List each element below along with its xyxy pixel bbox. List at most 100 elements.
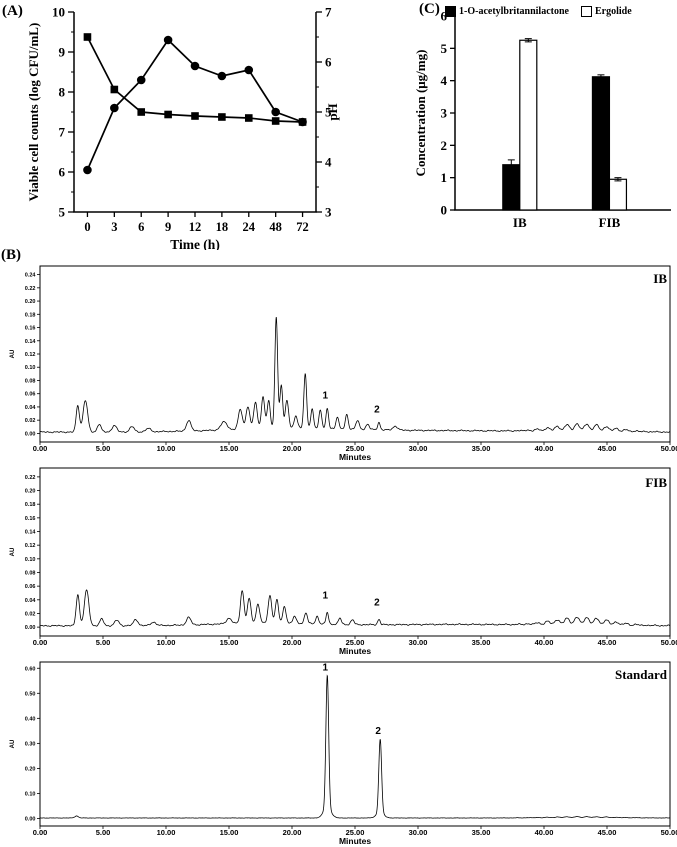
svg-text:20.00: 20.00	[283, 638, 302, 647]
svg-text:48: 48	[269, 220, 282, 234]
svg-text:50.00: 50.00	[661, 444, 677, 453]
svg-text:Minutes: Minutes	[339, 646, 371, 656]
svg-text:Minutes: Minutes	[339, 836, 371, 846]
svg-text:0.10: 0.10	[25, 365, 36, 371]
svg-text:6: 6	[138, 220, 144, 234]
svg-text:0.14: 0.14	[25, 530, 37, 536]
svg-text:0.18: 0.18	[25, 502, 36, 508]
svg-text:15.00: 15.00	[220, 828, 239, 837]
svg-text:35.00: 35.00	[472, 828, 491, 837]
svg-text:18: 18	[216, 220, 229, 234]
hplc-chromatogram-fib: 0.00 0.02 0.04 0.06 0.08 0.10 0.12 0.14 0.16 0.18…	[0, 464, 677, 658]
svg-text:45.00: 45.00	[598, 828, 617, 837]
svg-text:9: 9	[59, 45, 66, 60]
svg-text:40.00: 40.00	[535, 828, 554, 837]
svg-text:0.04: 0.04	[25, 405, 37, 411]
svg-text:45.00: 45.00	[598, 638, 617, 647]
legend-label-acetylbritannilactone: 1-O-acetylbritannilactone	[459, 6, 569, 17]
svg-text:0.10: 0.10	[25, 557, 36, 563]
legend-label-ergolide: Ergolide	[594, 6, 632, 17]
svg-text:FIB: FIB	[599, 215, 621, 230]
svg-text:AU: AU	[10, 548, 16, 557]
svg-text:0.22: 0.22	[25, 286, 36, 292]
svg-text:15.00: 15.00	[220, 638, 239, 647]
svg-text:45.00: 45.00	[598, 444, 617, 453]
svg-text:35.00: 35.00	[472, 444, 491, 453]
svg-text:0.14: 0.14	[25, 339, 37, 345]
svg-text:25.00: 25.00	[346, 638, 365, 647]
svg-text:2: 2	[374, 404, 380, 415]
svg-text:1: 1	[441, 170, 448, 185]
svg-text:0.16: 0.16	[25, 326, 36, 332]
svg-text:0.00: 0.00	[33, 828, 48, 837]
svg-text:30.00: 30.00	[409, 638, 428, 647]
svg-text:9: 9	[165, 220, 171, 234]
svg-text:40.00: 40.00	[535, 638, 554, 647]
svg-text:20.00: 20.00	[283, 444, 302, 453]
svg-text:5.00: 5.00	[96, 828, 111, 837]
svg-text:2: 2	[441, 138, 448, 153]
svg-text:0.16: 0.16	[25, 516, 36, 522]
svg-text:0: 0	[441, 203, 448, 218]
svg-text:25.00: 25.00	[346, 444, 365, 453]
svg-text:10.00: 10.00	[157, 638, 176, 647]
svg-text:0.20: 0.20	[25, 766, 36, 772]
svg-text:0.12: 0.12	[25, 352, 36, 358]
svg-text:10.00: 10.00	[157, 828, 176, 837]
svg-text:0.00: 0.00	[25, 816, 36, 822]
svg-text:0.00: 0.00	[33, 444, 48, 453]
svg-text:5: 5	[325, 105, 332, 120]
svg-text:0.08: 0.08	[25, 570, 36, 576]
chromatogram-title-standard: Standard	[614, 667, 667, 682]
svg-text:Minutes: Minutes	[339, 452, 371, 462]
svg-text:10: 10	[52, 5, 65, 20]
svg-text:0.06: 0.06	[25, 584, 36, 590]
svg-text:6: 6	[59, 165, 66, 180]
svg-text:0.20: 0.20	[25, 299, 36, 305]
svg-text:5.00: 5.00	[96, 638, 111, 647]
svg-text:1: 1	[322, 390, 328, 401]
svg-text:Concentration (μg/mg): Concentration (μg/mg)	[413, 50, 428, 177]
panel-c-label: (C)	[419, 1, 440, 17]
svg-text:IB: IB	[513, 215, 527, 230]
svg-text:AU: AU	[10, 740, 16, 749]
svg-text:0.12: 0.12	[25, 543, 36, 549]
svg-text:Time (h): Time (h)	[170, 237, 220, 250]
svg-text:0.30: 0.30	[25, 741, 36, 747]
legend-swatch-white	[580, 6, 592, 17]
panel-b-label: (B)	[1, 247, 21, 263]
svg-text:6: 6	[325, 55, 332, 70]
svg-text:10.00: 10.00	[157, 444, 176, 453]
svg-text:6: 6	[441, 9, 448, 24]
svg-text:7: 7	[325, 5, 332, 20]
growth-ph-line-chart: 5 6 7 8 9 10 3 4 5 6 7 0 3 6 9 12 18 24 48 72 Time (h) Viable…	[8, 0, 378, 251]
svg-text:3: 3	[325, 205, 332, 220]
svg-text:20.00: 20.00	[283, 828, 302, 837]
svg-text:0.18: 0.18	[25, 312, 36, 318]
svg-text:5: 5	[441, 41, 448, 56]
svg-text:0.24: 0.24	[25, 273, 37, 279]
svg-text:0.02: 0.02	[25, 418, 36, 424]
svg-text:1: 1	[322, 590, 328, 601]
svg-text:3: 3	[441, 106, 448, 121]
svg-text:15.00: 15.00	[220, 444, 239, 453]
concentration-bar-chart: 0 1 2 3 4 5 6 IB FIB Concentration (μg/mg)	[413, 0, 677, 250]
svg-text:50.00: 50.00	[661, 638, 677, 647]
svg-text:0.04: 0.04	[25, 598, 37, 604]
svg-text:2: 2	[375, 726, 381, 737]
svg-text:0.40: 0.40	[25, 716, 36, 722]
legend-item-ergolide: Ergolide	[580, 6, 632, 17]
svg-text:30.00: 30.00	[409, 444, 428, 453]
svg-text:3: 3	[111, 220, 117, 234]
svg-text:0.20: 0.20	[25, 489, 36, 495]
svg-text:0.02: 0.02	[25, 611, 36, 617]
svg-text:0.10: 0.10	[25, 791, 36, 797]
svg-text:8: 8	[59, 85, 66, 100]
svg-text:4: 4	[441, 73, 448, 88]
svg-text:0.00: 0.00	[33, 638, 48, 647]
hplc-chromatogram-ib: 0.00 0.02 0.04 0.06 0.08 0.10 0.12 0.14 0.16 0.18…	[0, 260, 677, 466]
svg-text:0.50: 0.50	[25, 691, 36, 697]
svg-text:0.08: 0.08	[25, 378, 36, 384]
svg-text:AU: AU	[10, 350, 16, 359]
